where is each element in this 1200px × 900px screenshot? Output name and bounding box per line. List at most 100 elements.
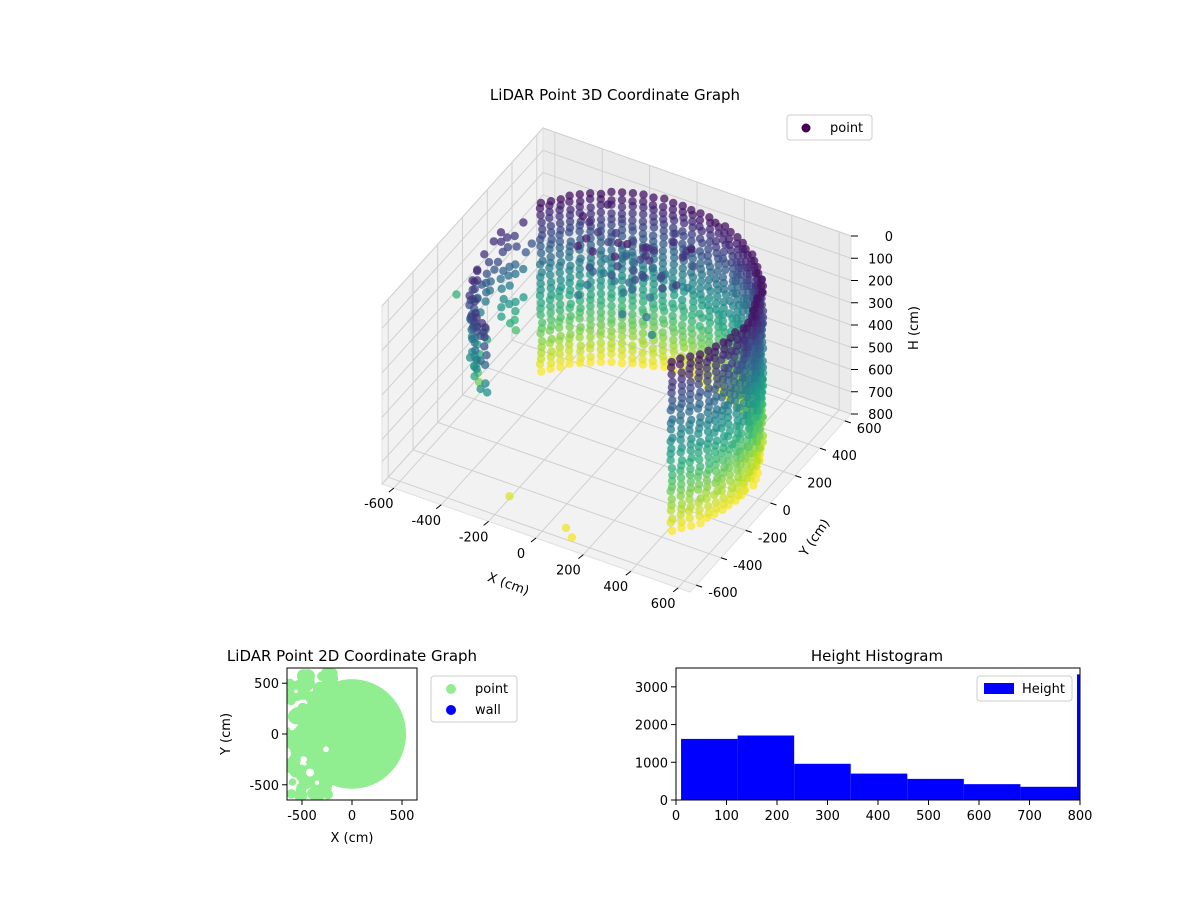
point-3d [596,221,606,230]
point-3d [720,344,729,354]
point-3d [658,209,668,218]
point-3d [677,443,686,452]
point-3d [607,315,616,324]
point-3d [675,360,685,369]
point-3d [694,380,703,389]
tick-label-hist-y: 3000 [635,681,668,696]
point-3d [676,354,685,363]
point-3d [744,424,753,433]
chart-3d-legend-box [786,114,873,141]
point-3d [686,402,695,411]
point-3d [647,330,657,340]
point-3d [576,322,585,332]
point-3d [711,454,721,463]
point-3d [713,374,722,383]
point-3d [668,433,677,443]
point-3d [704,346,713,355]
point-3d [726,227,735,237]
point-3d [713,474,722,483]
point-3d [668,274,677,283]
point-3d [733,341,742,350]
point-3d [617,345,627,355]
point-3d [555,212,564,221]
point-3d [638,229,648,239]
point-3d [670,290,679,300]
point-3d [546,308,555,318]
point-3d [546,278,556,287]
point-3d [738,385,747,395]
point-3d [669,267,678,276]
point-3d [536,310,545,320]
point-3d [656,273,666,283]
point-3d [726,495,735,504]
point-3d [512,242,521,251]
point-3d [658,202,668,212]
point-3d [617,302,627,311]
point-3d [537,218,546,227]
point-3d [470,277,479,286]
point-3d [617,295,627,304]
histogram-ticks: 0 100 200 300 400 500 600 700 800 0 1000 2000 3000 [635,681,1093,824]
point-3d [703,371,712,380]
point-3d [697,277,706,286]
point-3d [719,285,728,294]
point-3d [617,332,627,341]
point-3d [713,486,722,496]
point-3d [676,491,685,501]
point-3d [721,265,730,275]
point-3d [726,383,735,392]
tick-label-y: 400 [832,449,857,464]
point-3d [685,426,694,435]
point-3d [745,275,754,285]
point-3d [678,201,687,211]
point-3d [666,425,676,434]
point-3d [565,197,574,206]
point-3d [586,209,595,219]
point-3d [576,197,585,206]
point-3d [596,345,606,354]
point-3d [733,335,742,344]
point-3d [575,190,584,199]
chart-3d-axes: -600-400-2000200400600-600-400-200020040… [364,230,893,612]
point-3d [511,326,521,335]
point-3d [566,286,575,295]
point-3d [596,200,605,210]
point-3d [649,286,658,295]
point-3d [638,217,648,226]
point-3d [545,213,554,223]
point-3d [671,229,680,238]
point-3d [574,291,583,300]
point-3d [689,297,698,306]
point-3d [547,290,556,300]
point-3d [667,500,676,510]
point-3d [611,228,621,238]
point-3d [747,356,756,365]
grid-z [381,171,852,351]
point-3d [547,235,556,244]
point-3d [493,257,503,267]
point-3d [744,468,753,477]
point-3d [617,339,627,348]
point-3d [685,514,694,523]
point-3d [666,456,675,465]
point-3d [649,246,659,255]
point-3d [658,259,668,268]
point-3d [668,311,677,321]
tick-label-y: 600 [857,422,882,437]
chart-2d-legend-label-point: point [475,682,508,697]
point-3d [565,191,574,200]
point-3d [465,291,474,300]
point-3d [566,261,575,270]
point-3d [704,337,714,347]
point-3d [686,359,695,368]
point-3d [511,307,520,316]
point-3d [649,212,658,221]
point-3d [727,283,736,292]
point-3d [555,349,564,358]
point-3d [719,303,728,313]
point-3d [739,411,748,420]
point-3d [472,313,481,322]
point-3d [677,518,686,527]
point-3d [576,279,585,288]
point-3d [687,521,696,531]
